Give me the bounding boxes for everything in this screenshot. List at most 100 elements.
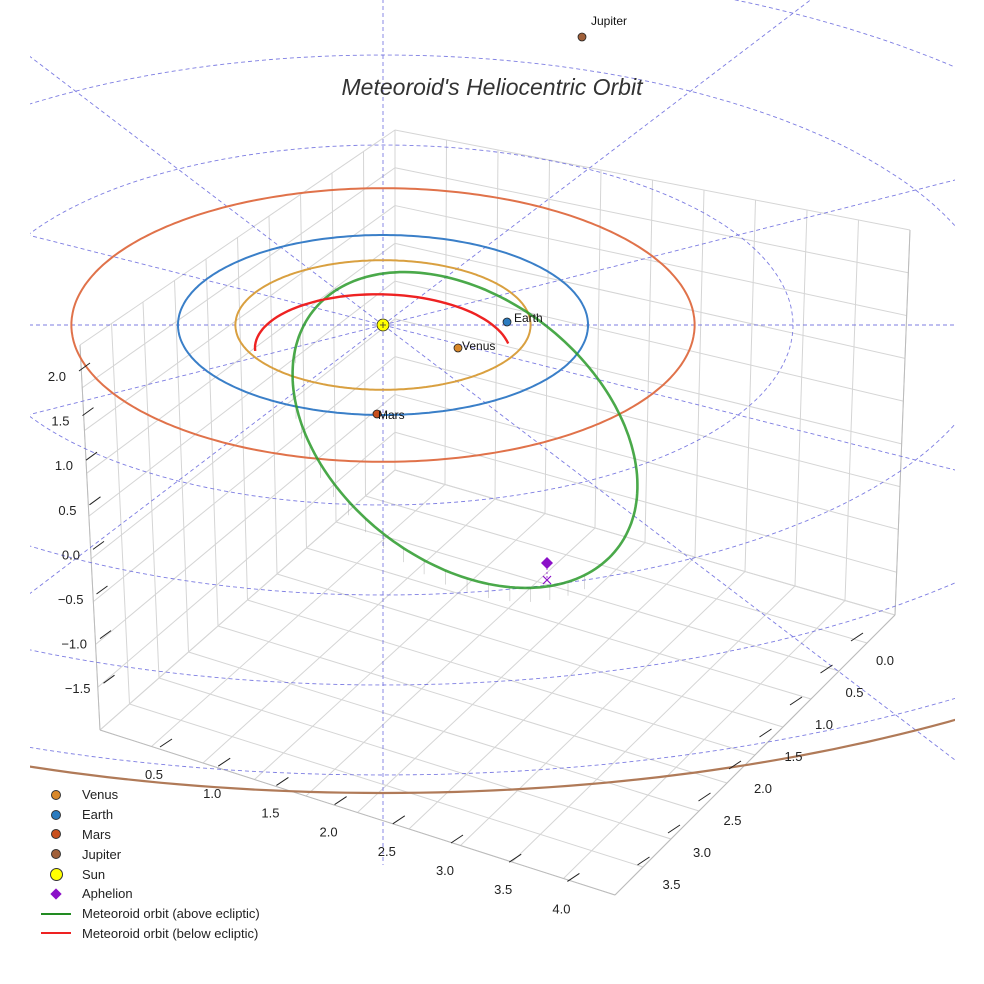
- y-tick: [820, 664, 833, 674]
- legend-label: Earth: [82, 807, 114, 823]
- wall-gridline: [268, 215, 278, 575]
- wall-gridline: [394, 280, 904, 402]
- y-tick: [759, 728, 772, 738]
- z-tick: [85, 451, 98, 461]
- label-jupiter: Jupiter: [591, 14, 627, 28]
- wall-gridline: [363, 151, 366, 497]
- marker-aphelion: [541, 557, 553, 569]
- y-tick-label: 0.5: [845, 685, 863, 700]
- x-tick-label: 0.5: [145, 767, 163, 782]
- z-tick: [92, 540, 105, 550]
- legend-item-aphelion: Aphelion: [38, 884, 260, 904]
- wall-gridline: [90, 318, 396, 560]
- floor-gridline: [408, 556, 696, 830]
- legend-dot-icon: [38, 826, 74, 842]
- legend-label: Aphelion: [82, 886, 133, 902]
- legend-dot-icon: [38, 807, 74, 823]
- marker-venus: [453, 343, 463, 353]
- x-tick: [276, 776, 289, 786]
- legend-line-icon: [38, 906, 74, 922]
- legend-item-jupiter: Jupiter: [38, 844, 260, 864]
- z-tick: [99, 630, 112, 640]
- wall-gridline: [444, 139, 447, 485]
- y-tick: [728, 760, 742, 770]
- wall-gridline: [394, 318, 902, 445]
- meteoroid-orbit-above: [291, 270, 639, 590]
- legend-item-meteoroid-orbit-below-ecliptic-: Meteoroid orbit (below ecliptic): [38, 924, 260, 944]
- y-tick-label: 0.0: [876, 653, 894, 668]
- legend-sun-icon: [38, 866, 74, 882]
- wall-gridline: [300, 194, 307, 549]
- wall-gridline: [84, 205, 396, 431]
- wall-gridline: [205, 258, 219, 627]
- axis-ticks: 2.0 1.5 1.0 0.5 0.0 −0.5 −1.0 −1.5 0.5 1.0 1.5 2.0 2…: [48, 362, 894, 916]
- axis-panes: [79, 129, 911, 896]
- wall-gridline: [394, 393, 899, 530]
- y-tick: [698, 792, 711, 802]
- y-tick: [789, 696, 803, 706]
- x-tick: [450, 834, 464, 844]
- z-tick-label: −1.0: [61, 637, 87, 652]
- z-tick-label: 1.5: [51, 414, 69, 429]
- orbit-jupiter: [30, 718, 955, 795]
- wall-gridline: [97, 431, 396, 688]
- y-tick: [637, 856, 650, 866]
- marker-mars: [372, 409, 382, 419]
- label-mars: Mars: [378, 408, 405, 422]
- x-tick: [159, 738, 173, 748]
- y-tick-label: 2.5: [723, 813, 741, 828]
- legend-item-venus: Venus: [38, 785, 260, 805]
- axis-edge: [79, 344, 101, 731]
- wall-gridline: [331, 172, 337, 523]
- x-tick: [508, 853, 522, 863]
- meteoroid-orbit: [253, 270, 639, 602]
- axis-edge: [894, 229, 911, 616]
- z-tick: [78, 362, 91, 372]
- legend-label: Jupiter: [82, 846, 122, 862]
- z-tick-label: 2.0: [48, 369, 66, 384]
- legend-dot-icon: [38, 787, 74, 803]
- x-tick: [567, 872, 580, 882]
- axis-edge: [99, 729, 616, 896]
- floor-gridline: [511, 585, 796, 863]
- chart-title: Meteoroid's Heliocentric Orbit: [342, 74, 645, 100]
- x-tick-label: 3.0: [436, 863, 454, 878]
- x-tick: [392, 815, 406, 825]
- reference-ring: [30, 144, 794, 506]
- wall-gridline: [394, 205, 907, 317]
- legend-label: Meteoroid orbit (above ecliptic): [82, 906, 260, 922]
- y-tick-label: 3.5: [662, 877, 680, 892]
- z-tick-label: 1.0: [55, 458, 73, 473]
- wall-gridline: [142, 301, 160, 679]
- x-tick-label: 4.0: [552, 901, 570, 916]
- label-earth: Earth: [514, 311, 543, 325]
- label-venus: Venus: [462, 339, 495, 353]
- legend-item-earth: Earth: [38, 805, 260, 825]
- reference-ring: [30, 0, 955, 686]
- legend-label: Meteoroid orbit (below ecliptic): [82, 925, 259, 941]
- z-tick-label: −0.5: [58, 592, 84, 607]
- floor-gridline: [357, 542, 646, 813]
- wall-gridline: [394, 167, 909, 274]
- floor-gridline: [563, 600, 846, 879]
- orbit-earth: [177, 234, 589, 416]
- legend-item-sun: Sun: [38, 864, 260, 884]
- wall-gridline: [86, 242, 396, 474]
- wall-gridline: [93, 356, 396, 603]
- y-tick-label: 1.5: [784, 749, 802, 764]
- legend: Venus Earth Mars Jupiter Sun Aphelion Meteoroi…: [38, 785, 260, 943]
- wall-gridline: [844, 219, 859, 601]
- reference-spoke: [382, 0, 812, 326]
- planet-markers: Venus Earth Mars Jupiter: [372, 14, 627, 585]
- axis-edge: [614, 614, 896, 896]
- reference-spoke: [382, 324, 955, 761]
- wall-gridline: [81, 167, 396, 389]
- y-tick-label: 1.0: [815, 717, 833, 732]
- y-tick: [850, 632, 864, 642]
- orbit-mars: [70, 187, 696, 463]
- wall-gridline: [644, 179, 653, 543]
- floor-gridline: [365, 495, 868, 644]
- x-tick: [217, 757, 231, 767]
- z-tick: [96, 585, 108, 595]
